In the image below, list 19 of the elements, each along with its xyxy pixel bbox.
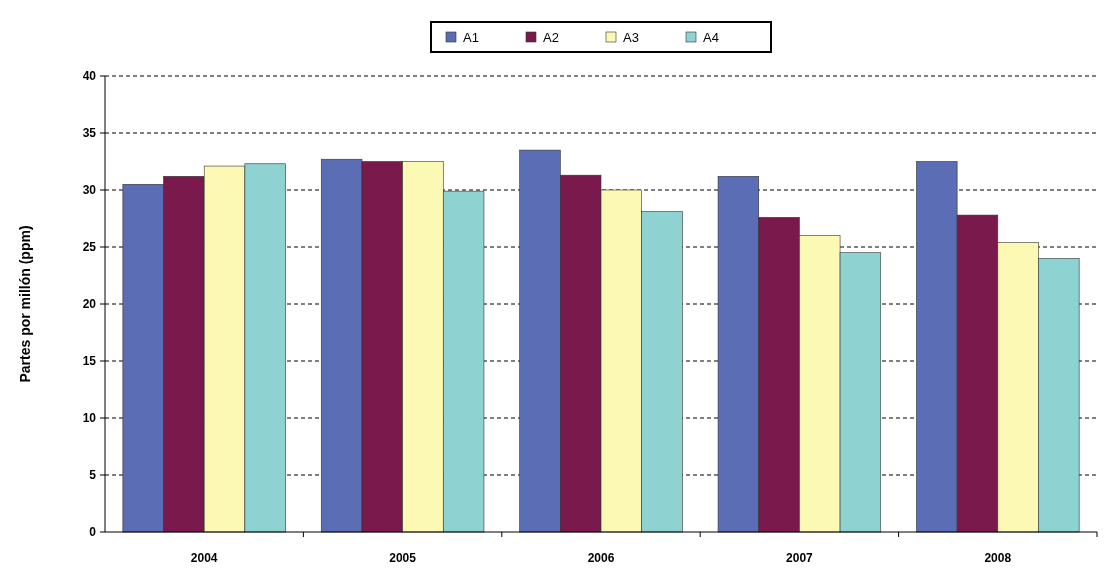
legend-label: A2 [543,29,559,45]
y-tick-label: 5 [89,468,97,483]
legend-label: A3 [623,29,639,45]
x-tick-label: 2005 [389,551,417,565]
y-tick-label: 20 [82,297,97,312]
x-tick-label: 2007 [786,551,814,565]
x-tick-label: 2008 [984,551,1012,565]
y-axis-title: Partes por millón (ppm) [17,225,33,383]
x-tick-label: 2006 [587,551,615,565]
legend-label: A1 [463,29,479,45]
y-tick-label: 25 [82,240,97,255]
y-tick-label: 10 [82,411,97,426]
y-tick-label: 15 [82,354,97,369]
y-tick-label: 40 [82,69,97,84]
x-tick-label: 2004 [190,551,218,565]
legend-label: A4 [703,29,719,45]
y-tick-label: 35 [82,126,97,141]
y-tick-label: 0 [89,525,97,540]
y-tick-label: 30 [82,183,97,198]
